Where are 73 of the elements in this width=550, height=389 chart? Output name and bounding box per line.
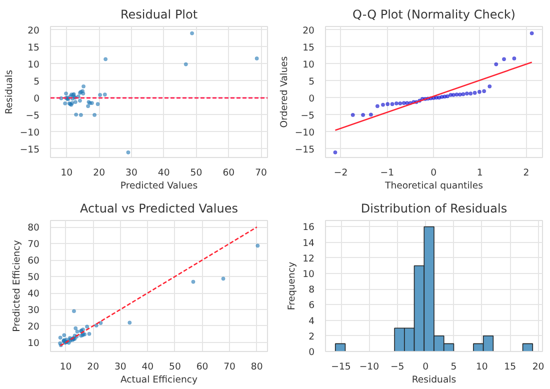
x-tick-label: 20 — [93, 168, 106, 178]
x-tick-label: 10 — [60, 168, 73, 178]
x-tick-label: −5 — [390, 362, 404, 372]
y-tick-label: 14 — [302, 238, 315, 249]
y-tick-label: 5 — [34, 76, 40, 88]
y-tick-label: 10 — [302, 59, 315, 70]
y-tick-label: 20 — [302, 25, 315, 36]
y-tick-label: 16 — [302, 222, 315, 234]
x-tick-label: 5 — [450, 362, 457, 372]
x-tick-label: 0 — [422, 362, 429, 372]
x-axis-title: Residuals — [412, 374, 456, 386]
y-tick-label: 60 — [28, 256, 40, 267]
y-tick-label: 50 — [28, 272, 40, 284]
x-axis-title: Theoretical quantiles — [384, 180, 484, 192]
x-tick-label: 60 — [196, 362, 208, 372]
y-tick-label: 12 — [302, 253, 315, 264]
y-tick-label: −15 — [20, 144, 40, 156]
y-tick-label: −10 — [294, 127, 315, 138]
x-tick-label: 70 — [255, 168, 268, 178]
x-tick-label: 10 — [60, 362, 72, 372]
chart-title: Distribution of Residuals — [360, 202, 508, 216]
y-axis-title: Frequency — [286, 261, 298, 310]
x-tick-label: 30 — [114, 362, 126, 372]
y-tick-label: 0 — [308, 347, 315, 358]
x-tick-label: 50 — [190, 168, 202, 178]
x-axis-title: Actual Efficiency — [120, 374, 198, 386]
y-tick-label: 0 — [308, 93, 315, 104]
chart-title: Residual Plot — [120, 8, 198, 22]
x-tick-label: 80 — [250, 362, 263, 372]
y-tick-label: −15 — [294, 144, 315, 156]
y-tick-label: 2 — [308, 331, 315, 342]
x-tick-label: −10 — [359, 362, 380, 372]
chart-title: Actual vs Predicted Values — [80, 202, 238, 216]
x-tick-label: 50 — [169, 362, 181, 372]
y-tick-label: 20 — [28, 321, 40, 332]
x-tick-label: 0 — [430, 168, 437, 178]
x-axis-title: Predicted Values — [120, 180, 198, 192]
x-tick-label: −15 — [331, 362, 351, 372]
x-tick-label: 70 — [224, 362, 236, 372]
x-tick-label: 20 — [87, 362, 100, 372]
x-tick-label: 1 — [476, 168, 483, 178]
y-tick-label: 5 — [308, 76, 315, 88]
y-tick-label: 15 — [302, 42, 315, 54]
y-tick-label: 8 — [308, 284, 315, 296]
x-tick-label: 2 — [523, 168, 530, 178]
x-tick-label: 40 — [158, 168, 170, 178]
x-tick-label: 20 — [532, 362, 544, 372]
y-tick-label: −5 — [26, 110, 40, 122]
y-tick-label: 0 — [34, 93, 40, 104]
x-tick-label: 40 — [142, 362, 154, 372]
x-tick-label: −1 — [380, 168, 394, 178]
y-tick-label: 70 — [28, 239, 40, 250]
y-axis-title: Ordered Values — [278, 56, 290, 128]
y-tick-label: 15 — [28, 42, 40, 54]
y-tick-label: −10 — [20, 127, 40, 138]
x-tick-label: 30 — [126, 168, 138, 178]
y-tick-label: 10 — [28, 59, 40, 70]
y-tick-label: 4 — [308, 316, 315, 327]
y-tick-label: 40 — [28, 288, 40, 300]
x-tick-label: 10 — [476, 362, 488, 372]
y-axis-title: Residuals — [4, 70, 15, 114]
y-tick-label: 20 — [28, 25, 40, 36]
y-axis-title: Predicted Efficiency — [12, 240, 23, 332]
y-tick-label: 80 — [28, 222, 40, 234]
chart-title: Q-Q Plot (Normality Check) — [352, 8, 516, 22]
y-tick-label: 10 — [302, 269, 315, 280]
x-tick-label: −2 — [334, 168, 348, 178]
x-tick-label: 60 — [222, 168, 235, 178]
x-tick-label: 15 — [504, 362, 516, 372]
y-tick-label: 6 — [308, 300, 315, 312]
y-tick-label: −5 — [300, 110, 315, 122]
y-tick-label: 30 — [28, 304, 40, 316]
y-tick-label: 10 — [28, 338, 40, 349]
